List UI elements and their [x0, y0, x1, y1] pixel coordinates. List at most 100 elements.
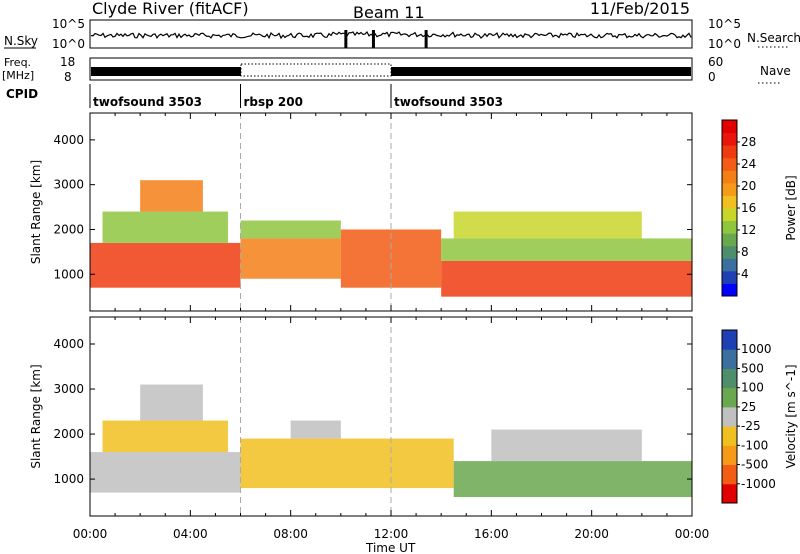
colorbar-segment: [722, 406, 737, 427]
heatmap-band: [491, 429, 642, 462]
colorbar-tick-label: -500: [741, 458, 768, 472]
freq-left-tick-top: 18: [60, 55, 75, 69]
y-tick-label: 3000: [53, 178, 84, 192]
velocity-panel: 1000 2000 3000 4000 Slant Range [km]: [29, 316, 693, 517]
colorbar-segment: [722, 145, 737, 159]
nsky-right-tick-top: 10^5: [708, 17, 741, 31]
colorbar-segment: [722, 170, 737, 184]
heatmap-band: [240, 220, 341, 239]
y-axis-label: Slant Range [km]: [29, 364, 43, 468]
x-tick-label: 08:00: [273, 527, 308, 541]
colorbar-segment: [722, 220, 737, 234]
x-tick-label: 12:00: [374, 527, 409, 541]
colorbar-segment: [722, 445, 737, 466]
colorbar-tick-label: 25: [741, 400, 756, 414]
nsky-trace: [90, 30, 692, 40]
colorbar-segment: [722, 195, 737, 209]
colorbar-tick-label: 4: [741, 267, 749, 281]
cpid-segment-label: twofsound 3503: [93, 95, 202, 109]
colorbar-tick-label: 8: [741, 245, 749, 259]
colorbar-segment: [722, 245, 737, 259]
colorbar-segment: [722, 182, 737, 196]
x-tick-label: 20:00: [574, 527, 609, 541]
colorbar-segment: [722, 368, 737, 389]
colorbar-tick-label: -25: [741, 419, 761, 433]
nsky-left-tick-top: 10^5: [52, 17, 85, 31]
colorbar-segment: [722, 283, 737, 297]
heatmap-band: [441, 260, 692, 297]
colorbar-segment: [722, 387, 737, 408]
colorbar-segment: [722, 270, 737, 284]
freq-unit: [MHz]: [2, 69, 34, 82]
heatmap-band: [240, 438, 454, 489]
y-tick-label: 3000: [53, 382, 84, 396]
x-axis-ticks: 00:00 04:00 08:00 12:00 16:00 20:00 00:00: [73, 527, 710, 541]
colorbar-segment: [722, 120, 737, 134]
heatmap-band: [453, 461, 692, 498]
freq-right-tick-top: 60: [708, 55, 723, 69]
y-tick-label: 4000: [53, 133, 84, 147]
colorbar-tick-label: 24: [741, 157, 756, 171]
x-tick-label: 04:00: [173, 527, 208, 541]
y-axis-label: Slant Range [km]: [29, 160, 43, 264]
nsearch-label: N.Search: [747, 31, 800, 45]
cpid-label: CPID: [6, 87, 38, 101]
cpid-segment-label: twofsound 3503: [394, 95, 503, 109]
freq-left-tick-bottom: 8: [64, 70, 72, 84]
y-tick-label: 4000: [53, 337, 84, 351]
beam-title: Beam 11: [353, 3, 425, 22]
y-tick-label: 2000: [53, 222, 84, 236]
colorbar-tick-label: -1000: [741, 477, 776, 491]
date-title: 11/Feb/2015: [590, 0, 690, 18]
heatmap-band: [290, 420, 341, 439]
freq-right-tick-bottom: 0: [708, 70, 716, 84]
colorbar-segment: [722, 426, 737, 446]
freq-panel-frame: [89, 57, 693, 81]
colorbar-tick-label: 16: [741, 201, 756, 215]
colorbar-tick-label: 100: [741, 381, 764, 395]
colorbar-segment: [722, 132, 737, 146]
heatmap-band: [102, 211, 228, 243]
nsky-label: N.Sky: [4, 34, 38, 48]
heatmap-band: [90, 452, 241, 493]
x-axis-label: Time UT: [365, 541, 416, 554]
nsky-left-tick-bottom: 10^0: [52, 37, 85, 51]
colorbar-segment: [722, 464, 737, 485]
heatmap-band: [102, 420, 228, 453]
y-tick-label: 2000: [53, 427, 84, 441]
colorbar-segment: [722, 349, 737, 369]
power-panel: 1000 2000 3000 4000 Slant Range [km]: [29, 112, 693, 312]
nave-trace-rbsp: [240, 63, 392, 77]
freq-label: Freq.: [4, 56, 31, 69]
colorbar-segment: [722, 483, 737, 504]
colorbar-segment: [722, 330, 737, 350]
y-tick-label: 1000: [53, 472, 84, 486]
nave-label: Nave: [760, 64, 791, 78]
colorbar-tick-label: 28: [741, 135, 756, 149]
colorbar-segment: [722, 233, 737, 247]
heatmap-band: [441, 238, 692, 261]
station-title: Clyde River (fitACF): [92, 0, 249, 18]
colorbar-tick-label: 12: [741, 223, 756, 237]
heatmap-band: [90, 242, 241, 288]
colorbar-label: Velocity [m s^-1]: [784, 364, 798, 468]
colorbar-tick-label: 500: [741, 361, 764, 375]
x-tick-label: 16:00: [474, 527, 509, 541]
colorbar-segment: [722, 258, 737, 272]
colorbar-tick-label: 1000: [741, 342, 772, 356]
cpid-segment-label: rbsp 200: [244, 95, 303, 109]
power-colorbar: 4 8 12 16 20 24 28 Power [dB]: [721, 119, 798, 297]
colorbar-segment: [722, 208, 737, 222]
colorbar-tick-label: 20: [741, 179, 756, 193]
colorbar-segment: [722, 157, 737, 171]
colorbar-frame: [721, 329, 738, 504]
colorbar-label: Power [dB]: [784, 175, 798, 240]
y-tick-label: 1000: [53, 267, 84, 281]
nsky-panel-frame: [89, 19, 693, 49]
heatmap-band: [140, 384, 203, 421]
heatmap-band: [140, 180, 203, 212]
x-tick-label: 00:00: [675, 527, 710, 541]
velocity-colorbar: 1000 500 100 25 -25 -100 -500 -1000 Velocity [m …: [721, 329, 798, 504]
colorbar-tick-label: -100: [741, 438, 768, 452]
